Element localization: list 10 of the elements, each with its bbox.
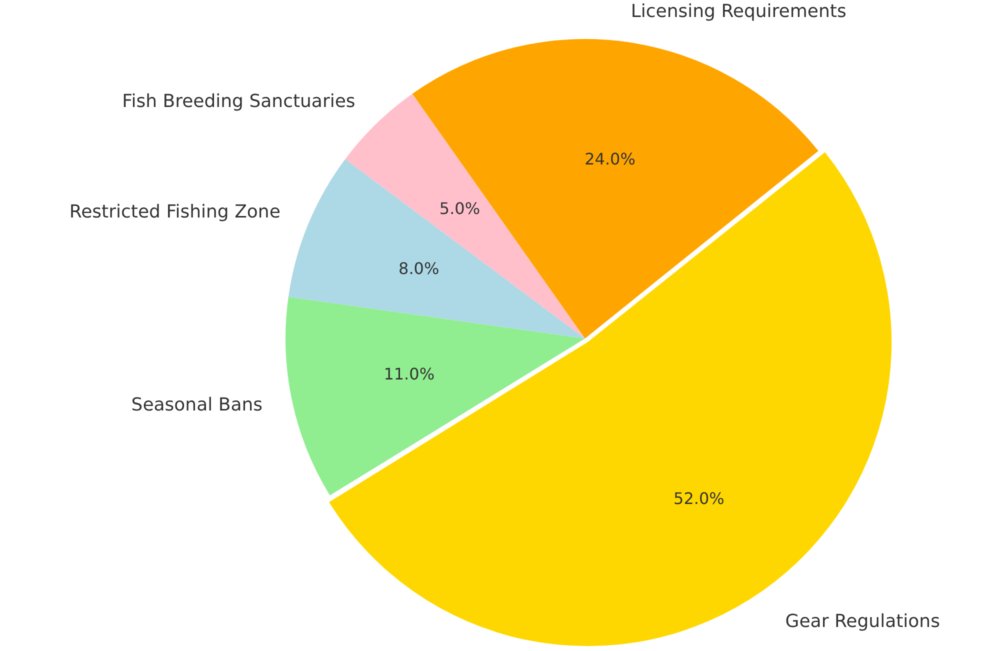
data-label: 24.0% xyxy=(584,150,636,169)
data-label: 5.0% xyxy=(439,198,480,218)
slice-label: Restricted Fishing Zone xyxy=(69,202,280,223)
slice-label: Gear Regulations xyxy=(785,611,940,632)
slice-label: Fish Breeding Sanctuaries xyxy=(122,90,356,112)
data-label: 11.0% xyxy=(384,364,435,384)
data-label: 8.0% xyxy=(398,259,440,278)
data-label: 52.0% xyxy=(674,489,724,508)
slice-label: Licensing Requirements xyxy=(630,0,846,22)
slice-label: Seasonal Bans xyxy=(131,394,263,416)
